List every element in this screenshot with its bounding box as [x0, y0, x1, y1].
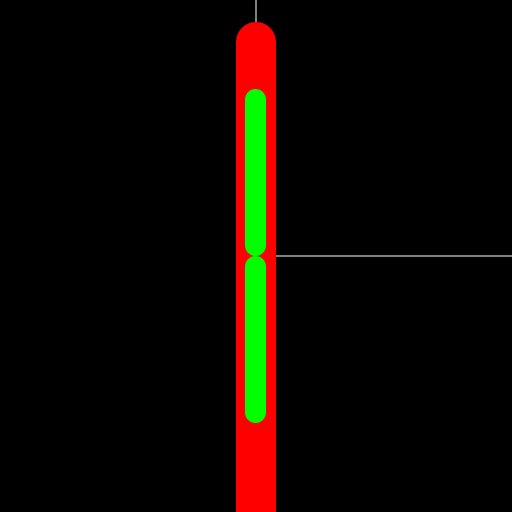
green-capsule-lower	[245, 256, 266, 423]
green-capsule-upper	[245, 89, 266, 256]
